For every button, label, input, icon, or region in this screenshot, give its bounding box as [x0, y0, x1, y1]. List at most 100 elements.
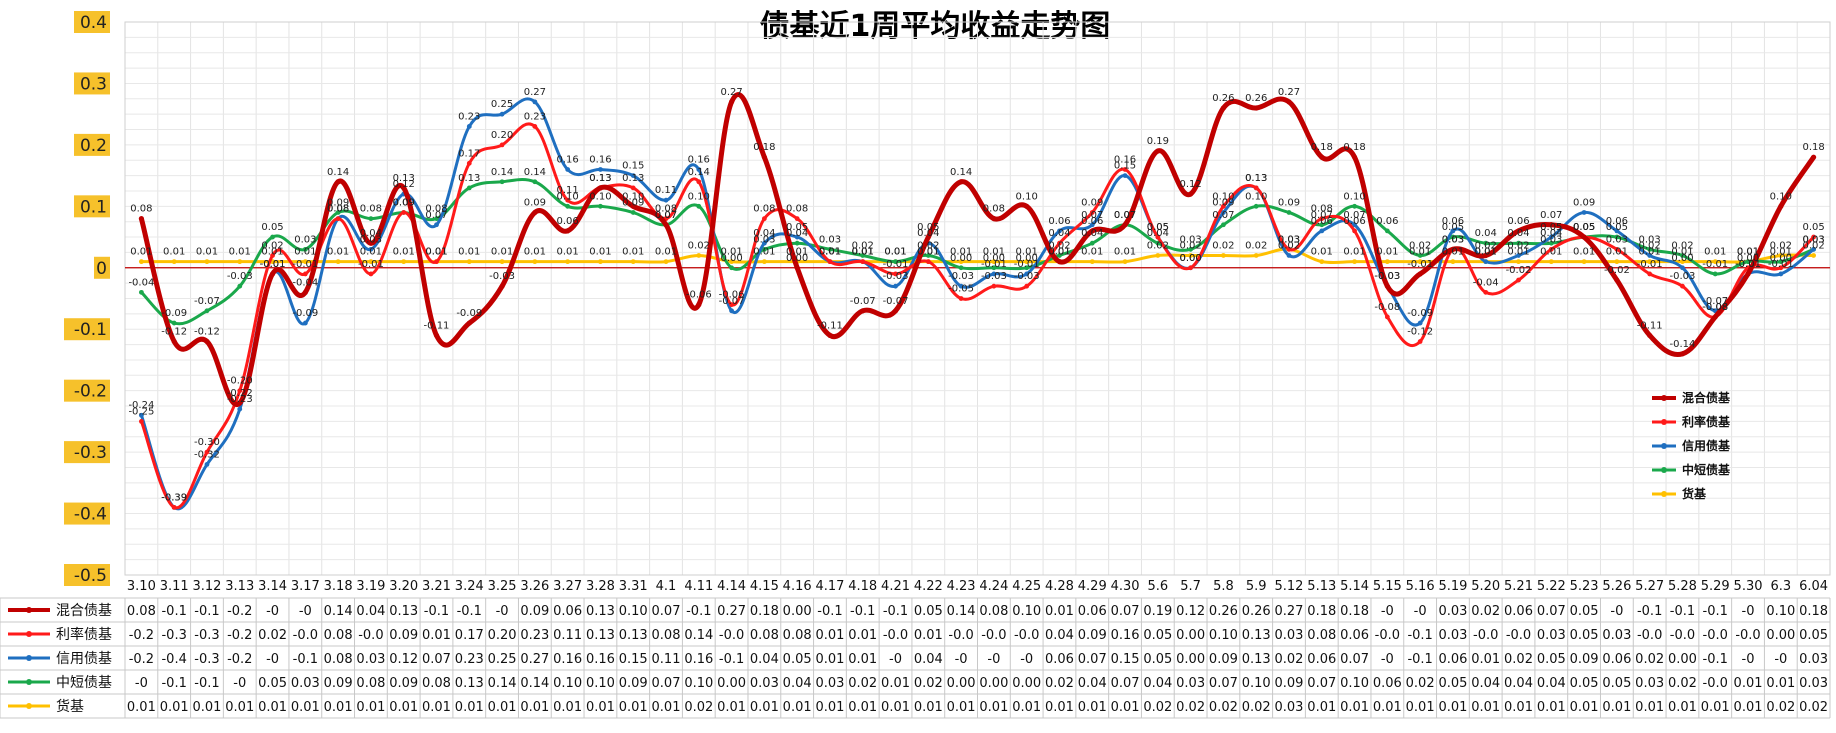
- data-point: [1417, 253, 1423, 258]
- table-cell: 0.08: [652, 628, 681, 643]
- table-cell: 0.01: [914, 628, 943, 643]
- data-label: 0.01: [852, 247, 874, 258]
- y-tick: -0.1: [64, 318, 110, 341]
- data-label: 0.10: [557, 191, 579, 202]
- x-tick-label: 5.22: [1537, 579, 1566, 594]
- table-cell: -0.2: [227, 628, 252, 643]
- table-cell: 0.07: [1537, 604, 1566, 619]
- table-cell: 0.01: [1504, 700, 1533, 715]
- data-label: 0.00: [1671, 253, 1693, 264]
- data-label: 0.00: [1179, 253, 1201, 264]
- table-cell: -0.1: [161, 604, 186, 619]
- legend-item: 货基: [1652, 486, 1707, 501]
- data-label: 0.08: [360, 204, 382, 215]
- table-cell: 0.05: [1143, 652, 1172, 667]
- table-cell: 0.03: [1537, 628, 1566, 643]
- x-tick-label: 3.10: [127, 579, 156, 594]
- data-label: 0.26: [1212, 93, 1234, 104]
- table-cell: -0.0: [1703, 676, 1728, 691]
- table-cell: 0.19: [1143, 604, 1172, 619]
- data-label: 0.01: [1639, 247, 1661, 258]
- data-label: 0.11: [557, 185, 579, 196]
- y-tick-label: 0.3: [80, 74, 107, 94]
- data-point: [204, 259, 210, 265]
- data-label: -0.39: [161, 492, 187, 503]
- data-label: 0.00: [950, 253, 972, 264]
- table-cell: 0.03: [1799, 652, 1828, 667]
- data-point: [204, 338, 210, 345]
- table-cell: 0.05: [1438, 676, 1467, 691]
- table-cell: 0.00: [947, 676, 976, 691]
- legend-label: 混合债基: [1682, 390, 1731, 405]
- data-point: [663, 197, 669, 203]
- table-cell: -0.0: [1670, 628, 1695, 643]
- data-point: [761, 216, 767, 222]
- table-cell: 0.07: [652, 604, 681, 619]
- data-point: [1548, 246, 1554, 252]
- data-label: -0.01: [1637, 259, 1663, 270]
- table-row: 混合债基 0.08 -0.1 -0.1 -0.2 -0 -0 0.14 0.04 0.13 -0.1…: [8, 602, 1828, 619]
- data-label: -0.03: [1374, 271, 1400, 282]
- table-cell: 0.18: [1307, 604, 1336, 619]
- table-cell: 0.02: [1045, 676, 1074, 691]
- table-cell: -0.0: [719, 628, 744, 643]
- y-tick-label: -0.2: [74, 382, 107, 402]
- data-point: [565, 228, 571, 234]
- table-cell: 0.03: [815, 676, 844, 691]
- row-legend-marker: [26, 631, 32, 637]
- table-cell: -0.0: [1375, 628, 1400, 643]
- data-label: 0.23: [524, 111, 546, 122]
- data-label: 0.07: [1081, 210, 1103, 221]
- table-cell: 0.02: [1504, 652, 1533, 667]
- data-point: [761, 240, 767, 246]
- data-point: [1548, 259, 1554, 265]
- data-label: 0.01: [1048, 247, 1070, 258]
- data-label: 0.01: [360, 247, 382, 258]
- table-cell: -0.0: [981, 628, 1006, 643]
- data-point: [171, 338, 177, 345]
- x-tick-label: 4.28: [1045, 579, 1074, 594]
- data-point: [827, 246, 833, 252]
- data-label: 0.01: [458, 247, 480, 258]
- data-label: 0.18: [1802, 142, 1824, 153]
- data-label: 0.20: [491, 130, 513, 141]
- row-legend-marker: [26, 703, 32, 709]
- data-point: [434, 222, 439, 228]
- table-cell: 0.02: [1635, 652, 1664, 667]
- data-label: 0.05: [1573, 222, 1595, 233]
- data-label: 0.01: [753, 247, 775, 258]
- table-cell: -0.1: [1703, 604, 1728, 619]
- data-label: 0.01: [1770, 247, 1792, 258]
- data-label: 0.08: [425, 204, 447, 215]
- table-cell: 0.00: [783, 604, 812, 619]
- table-cell: 0.01: [717, 700, 746, 715]
- data-label: 0.02: [1278, 240, 1300, 251]
- legend-marker: [1661, 443, 1667, 449]
- table-cell: 0.20: [488, 628, 517, 643]
- table-cell: -0: [1414, 604, 1427, 619]
- table-cell: 0.09: [619, 676, 648, 691]
- table-cell: 0.01: [324, 700, 353, 715]
- data-point: [1253, 253, 1259, 258]
- data-point: [761, 246, 767, 252]
- row-legend-marker: [26, 655, 32, 661]
- data-point: [335, 210, 341, 215]
- data-label: 0.10: [1212, 191, 1234, 202]
- data-label: 0.14: [327, 167, 349, 178]
- data-point: [1614, 228, 1620, 234]
- data-point: [991, 259, 997, 265]
- data-point: [302, 271, 308, 277]
- data-label: 0.01: [130, 247, 152, 258]
- data-point: [1647, 259, 1653, 265]
- data-point: [237, 388, 243, 394]
- data-label: 0.01: [1442, 247, 1464, 258]
- data-label: 0.01: [425, 247, 447, 258]
- table-cell: -0: [1774, 652, 1787, 667]
- data-label: 0.04: [1475, 228, 1497, 239]
- table-cell: -0: [1742, 652, 1755, 667]
- data-point: [401, 210, 407, 215]
- x-tick-label: 5.29: [1701, 579, 1730, 594]
- data-label: 0.00: [983, 253, 1005, 264]
- table-cell: 0.04: [1471, 676, 1500, 691]
- data-label: 0.18: [753, 142, 775, 153]
